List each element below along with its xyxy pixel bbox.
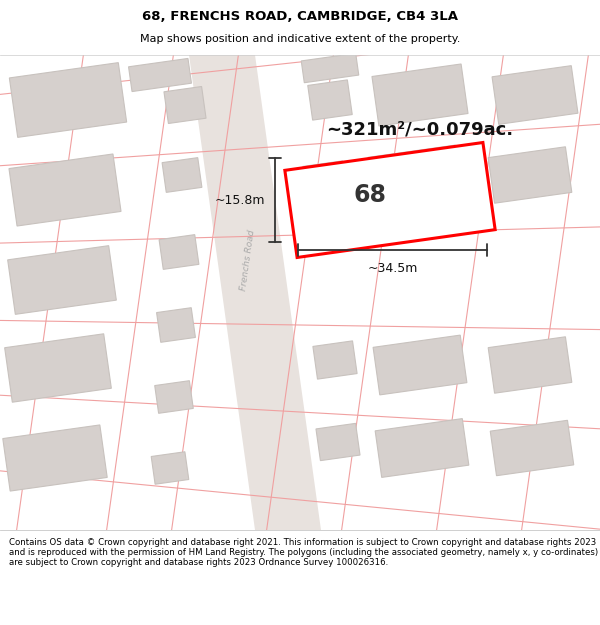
Polygon shape: [488, 147, 572, 203]
Polygon shape: [162, 158, 202, 192]
Polygon shape: [488, 337, 572, 393]
Polygon shape: [8, 246, 116, 314]
Polygon shape: [285, 142, 495, 258]
Polygon shape: [373, 335, 467, 395]
Polygon shape: [375, 419, 469, 478]
Text: ~15.8m: ~15.8m: [215, 194, 265, 206]
Text: ~34.5m: ~34.5m: [367, 262, 418, 275]
Polygon shape: [490, 420, 574, 476]
Polygon shape: [308, 80, 352, 120]
Polygon shape: [3, 425, 107, 491]
Polygon shape: [128, 59, 191, 91]
Polygon shape: [301, 53, 359, 82]
Polygon shape: [164, 86, 206, 124]
Text: Map shows position and indicative extent of the property.: Map shows position and indicative extent…: [140, 34, 460, 44]
Polygon shape: [368, 145, 462, 205]
Polygon shape: [151, 452, 189, 484]
Polygon shape: [189, 55, 321, 530]
Polygon shape: [372, 64, 468, 126]
Text: Frenchs Road: Frenchs Road: [239, 229, 257, 291]
Polygon shape: [303, 161, 347, 199]
Polygon shape: [316, 423, 360, 461]
Text: Contains OS data © Crown copyright and database right 2021. This information is : Contains OS data © Crown copyright and d…: [9, 538, 598, 568]
Polygon shape: [155, 381, 193, 413]
Text: ~321m²/~0.079ac.: ~321m²/~0.079ac.: [326, 121, 514, 139]
Polygon shape: [5, 334, 112, 402]
Polygon shape: [492, 66, 578, 124]
Polygon shape: [10, 62, 127, 138]
Text: 68, FRENCHS ROAD, CAMBRIDGE, CB4 3LA: 68, FRENCHS ROAD, CAMBRIDGE, CB4 3LA: [142, 10, 458, 23]
Polygon shape: [157, 308, 196, 342]
Polygon shape: [159, 234, 199, 269]
Polygon shape: [9, 154, 121, 226]
Polygon shape: [313, 341, 357, 379]
Text: 68: 68: [353, 183, 386, 207]
